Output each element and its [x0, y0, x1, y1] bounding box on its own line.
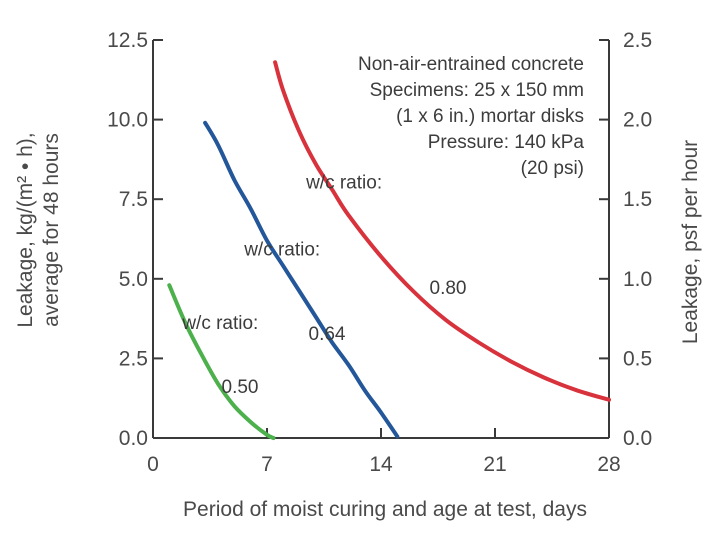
x-axis-title: Period of moist curing and age at test, …	[183, 498, 587, 521]
y2-tick-label: 0.0	[623, 427, 652, 450]
series-label-value: 0.80	[430, 278, 467, 299]
y-axis-title-line-2: average for 48 hours	[40, 133, 63, 327]
series-lines	[167, 60, 611, 440]
chart-annotation: Non-air-entrained concrete Specimens: 25…	[358, 54, 584, 179]
y-axis-title-line-1: Leakage, kg/(m² • h),	[14, 132, 37, 327]
y-axis-title: Leakage, kg/(m² • h), average for 48 hou…	[14, 132, 63, 327]
x-tick-label: 0	[147, 453, 159, 476]
x-axis-ticks: 0 7 14 21 28	[147, 428, 621, 476]
annotation-line: Specimens: 25 x 150 mm	[370, 80, 584, 101]
y-tick-label: 2.5	[119, 347, 148, 370]
y2-tick-label: 2.0	[623, 109, 652, 132]
y-tick-label: 5.0	[119, 268, 148, 291]
series-label-value: 0.50	[222, 377, 259, 398]
y-tick-label: 7.5	[119, 188, 148, 211]
series-label-title: w/c ratio:	[305, 173, 382, 194]
annotation-line: (1 x 6 in.) mortar disks	[396, 106, 584, 127]
y2-tick-label: 1.0	[623, 268, 652, 291]
annotation-line: Pressure: 140 kPa	[428, 132, 585, 153]
series-labels: w/c ratio: w/c ratio: w/c ratio: 0.50 0.64 0.…	[181, 173, 466, 398]
annotation-line: (20 psi)	[521, 158, 584, 179]
x-tick-label: 21	[483, 453, 506, 476]
y-tick-label: 10.0	[107, 109, 148, 132]
x-tick-label: 14	[369, 453, 393, 476]
series-label-title: w/c ratio:	[243, 240, 320, 261]
y-tick-label: 0.0	[119, 427, 148, 450]
x-tick-label: 28	[597, 453, 620, 476]
y2-axis-ticks: 0.0 0.5 1.0 1.5 2.0 2.5	[599, 29, 652, 450]
series-line	[203, 120, 400, 439]
y-tick-label: 12.5	[107, 29, 148, 52]
annotation-line: Non-air-entrained concrete	[358, 54, 584, 75]
y2-axis-title: Leakage, psf per hour	[679, 140, 702, 344]
series-line	[273, 60, 611, 402]
y2-tick-label: 2.5	[623, 29, 652, 52]
y2-tick-label: 0.5	[623, 347, 652, 370]
x-tick-label: 7	[261, 453, 273, 476]
y-axis-ticks: 0.0 2.5 5.0 7.5 10.0 12.5	[107, 29, 163, 450]
series-line	[167, 283, 276, 440]
y2-tick-label: 1.5	[623, 188, 652, 211]
series-label-value: 0.64	[309, 324, 346, 345]
series-label-title: w/c ratio:	[181, 313, 258, 334]
